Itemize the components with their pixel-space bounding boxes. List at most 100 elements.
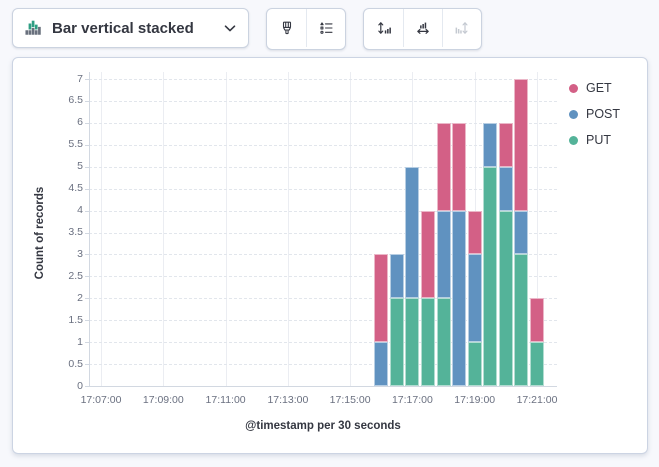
- bar-segment-POST-17:20:30[interactable]: [514, 210, 529, 255]
- y-tick-label: 6: [77, 116, 83, 129]
- x-tick-label: 17:07:00: [80, 394, 122, 406]
- y-tick-mark: [85, 386, 89, 387]
- bar-segment-POST-17:18:00[interactable]: [436, 210, 451, 299]
- bar-segment-PUT-17:20:00[interactable]: [498, 210, 513, 386]
- gridline-h: [89, 276, 557, 278]
- y-tick-label: 4.5: [68, 182, 83, 195]
- bar-segment-PUT-17:19:00[interactable]: [467, 342, 482, 386]
- bar-segment-POST-17:20:00[interactable]: [498, 166, 513, 211]
- legend-dot: [569, 83, 578, 93]
- legend-list-icon: [318, 20, 334, 36]
- gridline-h: [89, 100, 557, 102]
- x-tick-label: 17:21:00: [516, 394, 558, 406]
- bar-segment-GET-17:18:00[interactable]: [436, 122, 451, 211]
- bar-segment-PUT-17:21:00[interactable]: [530, 342, 544, 386]
- y-tick-mark: [85, 166, 89, 168]
- legend-label: GET: [586, 81, 612, 95]
- y-tick-mark: [85, 254, 89, 256]
- bar-segment-GET-17:20:30[interactable]: [514, 79, 529, 211]
- bar-segment-POST-17:16:30[interactable]: [389, 254, 404, 299]
- legend-dot: [569, 109, 578, 119]
- gridline-v: [287, 72, 289, 386]
- chart-toolbar: Bar vertical stacked: [0, 0, 659, 56]
- legend-item-GET[interactable]: GET: [569, 75, 620, 101]
- gridline-h: [89, 166, 557, 168]
- gridline-h: [89, 210, 557, 212]
- bar-segment-PUT-17:20:30[interactable]: [514, 254, 529, 386]
- bar-segment-POST-17:18:30[interactable]: [452, 210, 467, 386]
- x-tick-label: 17:17:00: [391, 394, 433, 406]
- y-tick-mark: [85, 79, 89, 80]
- y-tick-mark: [85, 298, 89, 300]
- bar-segment-POST-17:16:00[interactable]: [374, 342, 389, 386]
- gridline-h: [89, 144, 557, 146]
- bar-segment-GET-17:17:30[interactable]: [421, 210, 435, 299]
- style-button-group: [266, 8, 346, 50]
- legend: GET POST PUT: [569, 75, 620, 153]
- y-tick-label: 2: [77, 291, 83, 304]
- gridline-h: [89, 122, 557, 124]
- y-tick-label: 1.5: [68, 313, 83, 326]
- left-axis-button[interactable]: [364, 9, 403, 47]
- x-tick-label: 17:09:00: [142, 394, 184, 406]
- legend-item-PUT[interactable]: PUT: [569, 127, 620, 153]
- bar-segment-PUT-17:19:30[interactable]: [483, 166, 498, 386]
- bar-segment-POST-17:19:00[interactable]: [467, 254, 482, 343]
- right-axis-icon: [454, 20, 470, 36]
- bar-segment-POST-17:19:30[interactable]: [483, 122, 498, 167]
- bar-segment-POST-17:17:00[interactable]: [405, 166, 420, 299]
- y-tick-label: 5: [77, 160, 83, 173]
- y-tick-mark: [85, 276, 89, 278]
- y-tick-label: 5.5: [68, 138, 83, 151]
- paintbrush-icon: [279, 20, 295, 36]
- gridline-h: [89, 254, 557, 256]
- y-tick-mark: [85, 364, 89, 366]
- x-tick-label: 17:15:00: [329, 394, 371, 406]
- legend-item-POST[interactable]: POST: [569, 101, 620, 127]
- bar-segment-PUT-17:17:30[interactable]: [421, 298, 435, 386]
- visual-options-button[interactable]: [267, 9, 306, 47]
- chart-type-label: Bar vertical stacked: [52, 19, 194, 37]
- bar-segment-GET-17:16:00[interactable]: [374, 254, 389, 343]
- y-tick-mark: [85, 188, 89, 190]
- right-axis-button[interactable]: [442, 9, 481, 47]
- y-tick-label: 6.5: [68, 94, 83, 107]
- y-tick-label: 3.5: [68, 226, 83, 238]
- bar-segment-GET-17:18:30[interactable]: [452, 122, 467, 211]
- y-tick-label: 4: [77, 204, 83, 217]
- bar-segment-PUT-17:16:30[interactable]: [389, 298, 404, 386]
- bottom-axis-icon: [415, 20, 431, 36]
- gridline-v: [225, 72, 227, 386]
- y-tick-mark: [85, 144, 89, 146]
- gridline-h: [89, 79, 557, 80]
- gridline-v: [101, 72, 102, 386]
- y-tick-label: 1: [77, 335, 83, 348]
- bottom-axis-button[interactable]: [403, 9, 442, 47]
- y-tick-mark: [85, 100, 89, 102]
- legend-dot: [569, 135, 578, 145]
- legend-label: POST: [586, 107, 621, 121]
- x-tick-label: 17:19:00: [454, 394, 496, 406]
- bar-segment-GET-17:20:00[interactable]: [498, 122, 513, 167]
- chevron-down-icon: [224, 24, 236, 32]
- bar-segment-GET-17:19:00[interactable]: [467, 210, 482, 255]
- legend-label: PUT: [586, 133, 611, 147]
- chart-panel: Count of records 17:07:00 17:09:00 17:11:0…: [12, 57, 648, 454]
- bar-segment-PUT-17:18:00[interactable]: [436, 298, 451, 386]
- bar-segment-GET-17:21:00[interactable]: [530, 298, 544, 343]
- left-axis-icon: [376, 20, 392, 36]
- gridline-v: [163, 72, 165, 386]
- y-axis-line: [89, 72, 90, 386]
- bar-segment-PUT-17:17:00[interactable]: [405, 298, 420, 386]
- axis-button-group: [363, 8, 482, 50]
- gridline-h: [89, 232, 557, 234]
- chart-type-selector[interactable]: Bar vertical stacked: [12, 8, 249, 48]
- y-tick-label: 0: [77, 379, 83, 392]
- gridline-v: [537, 72, 538, 386]
- y-tick-label: 7: [77, 72, 83, 85]
- gridline-h: [89, 320, 557, 322]
- y-tick-mark: [85, 320, 89, 322]
- legend-options-button[interactable]: [306, 9, 345, 47]
- y-tick-label: 3: [77, 247, 83, 260]
- gridline-h: [89, 188, 557, 190]
